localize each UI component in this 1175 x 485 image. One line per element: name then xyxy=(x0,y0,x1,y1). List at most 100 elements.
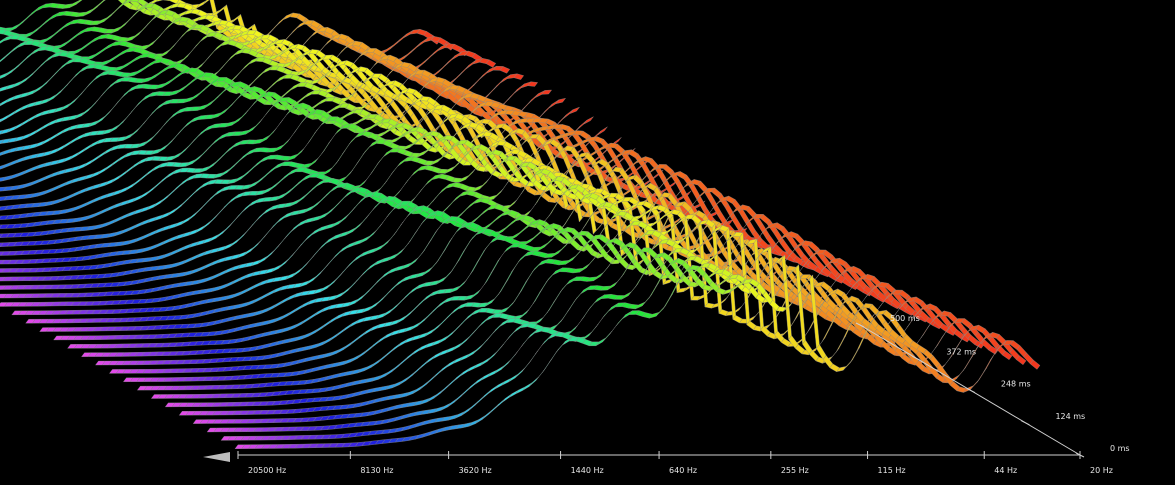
surface-cell xyxy=(322,336,333,345)
surface-cell xyxy=(363,344,374,355)
surface-cell xyxy=(361,287,372,299)
surface-cell xyxy=(474,210,485,222)
surface-cell xyxy=(488,216,499,227)
surface-cell xyxy=(180,52,191,64)
surface-cell xyxy=(266,288,277,297)
surface-cell xyxy=(419,359,430,370)
surface-cell xyxy=(452,342,463,351)
surface-cell xyxy=(134,67,145,76)
surface-cell xyxy=(214,41,225,52)
surface-cell xyxy=(377,353,388,363)
surface-cell xyxy=(13,121,24,130)
surface-cell xyxy=(442,237,453,254)
surface-cell xyxy=(298,93,309,104)
surface-cell xyxy=(532,288,543,305)
surface-cell xyxy=(396,315,407,324)
surface-cell xyxy=(499,66,511,74)
surface-cell xyxy=(424,51,435,63)
surface-cell xyxy=(166,187,177,198)
surface-cell xyxy=(161,64,172,73)
surface-cell xyxy=(178,146,189,157)
surface-cell xyxy=(25,70,36,81)
surface-cell xyxy=(256,69,267,80)
surface-cell xyxy=(396,33,407,44)
surface-cell xyxy=(513,323,524,333)
surface-cell xyxy=(149,105,160,117)
surface-cell xyxy=(583,116,594,125)
surface-cell xyxy=(96,150,107,160)
surface-cell xyxy=(156,100,167,110)
surface-cell xyxy=(301,315,312,325)
surface-cell xyxy=(294,303,305,313)
surface-cell xyxy=(296,194,307,204)
surface-cell xyxy=(634,272,645,288)
surface-cell xyxy=(544,236,555,248)
surface-cell xyxy=(206,161,217,171)
surface-cell xyxy=(411,346,422,356)
surface-cell xyxy=(444,309,455,321)
surface-cell xyxy=(222,222,233,234)
surface-cell xyxy=(408,257,419,267)
surface-cell xyxy=(43,15,54,26)
surface-cell xyxy=(205,140,216,152)
surface-cell xyxy=(182,80,193,90)
surface-cell xyxy=(310,182,320,193)
surface-cell xyxy=(228,50,239,61)
surface-cell xyxy=(382,308,393,317)
surface-cell xyxy=(203,80,214,91)
surface-cell xyxy=(423,292,434,302)
surface-cell xyxy=(41,121,52,130)
surface-cell xyxy=(514,83,525,94)
surface-cell xyxy=(530,231,541,242)
surface-cell xyxy=(320,284,331,293)
surface-cell xyxy=(485,59,497,68)
surface-cell xyxy=(593,272,604,281)
surface-cell xyxy=(67,97,78,108)
surface-cell xyxy=(398,356,409,367)
surface-cell xyxy=(343,341,354,350)
surface-cell xyxy=(565,256,576,265)
surface-cell xyxy=(157,144,168,154)
surface-cell xyxy=(417,316,428,327)
surface-cell xyxy=(11,62,22,73)
surface-cell xyxy=(422,267,433,276)
surface-cell xyxy=(138,171,149,182)
surface-cell xyxy=(460,204,471,216)
surface-cell xyxy=(696,195,708,213)
surface-cell xyxy=(328,315,339,324)
surface-cell xyxy=(447,398,458,408)
surface-cell xyxy=(107,79,118,89)
surface-cell xyxy=(215,229,226,239)
surface-cell xyxy=(368,301,379,311)
surface-cell xyxy=(198,126,209,137)
surface-cell xyxy=(124,164,135,174)
surface-cell xyxy=(367,261,378,271)
surface-cell xyxy=(321,319,332,329)
surface-cell xyxy=(181,216,192,225)
surface-cell xyxy=(370,339,381,349)
surface-cell xyxy=(45,53,56,62)
surface-cell xyxy=(384,347,395,358)
surface-cell xyxy=(480,357,491,366)
surface-cell xyxy=(641,162,652,180)
surface-cell xyxy=(397,338,408,347)
surface-cell xyxy=(342,323,353,332)
surface-cell xyxy=(332,248,343,259)
surface-cell xyxy=(275,175,286,187)
surface-cell xyxy=(336,345,347,354)
surface-cell xyxy=(257,255,268,264)
surface-cell xyxy=(276,15,287,26)
surface-cell xyxy=(125,182,136,191)
surface-cell xyxy=(356,330,367,341)
surface-cell xyxy=(308,328,319,337)
surface-cell xyxy=(226,162,237,173)
surface-cell xyxy=(198,147,209,159)
surface-cell xyxy=(349,319,360,328)
surface-cell xyxy=(480,372,491,381)
surface-cell xyxy=(132,177,143,187)
surface-cell xyxy=(180,176,191,186)
surface-cell xyxy=(335,327,346,337)
surface-cell xyxy=(380,239,391,249)
surface-cell xyxy=(440,383,451,394)
surface-cell xyxy=(254,175,265,186)
